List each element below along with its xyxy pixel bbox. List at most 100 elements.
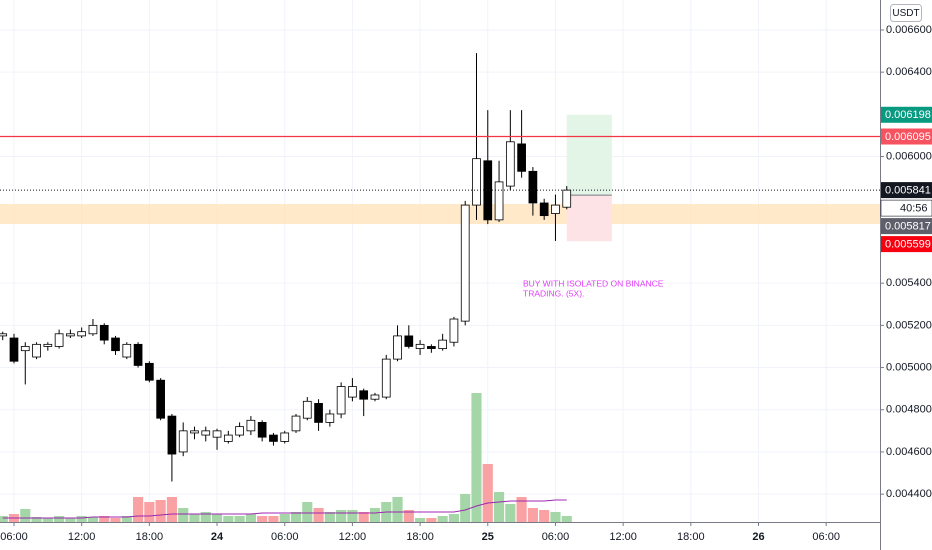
volume-bar xyxy=(426,518,437,522)
y-tick-label: 0.004600 xyxy=(886,446,932,458)
volume-bar xyxy=(302,502,313,522)
volume-bar xyxy=(42,518,53,522)
candle-body xyxy=(370,394,380,400)
volume-bar xyxy=(268,516,279,522)
volume-bar xyxy=(403,510,414,522)
y-tick-label: 0.006600 xyxy=(886,24,932,36)
candle-body xyxy=(291,415,301,432)
x-tick-label: 18:00 xyxy=(136,531,164,543)
volume-bar xyxy=(189,514,200,522)
volume-bar xyxy=(415,518,426,522)
candle-body xyxy=(472,158,481,206)
annotation: TRADING. (5X). xyxy=(523,288,584,298)
volume-bar xyxy=(178,508,189,522)
candle-body xyxy=(336,386,346,415)
candle-body xyxy=(190,430,199,434)
price-badge xyxy=(881,182,932,199)
currency-button-label[interactable]: USDT xyxy=(892,8,919,19)
price-badge-label: 0.005841 xyxy=(885,185,931,197)
volume-bar xyxy=(482,464,493,522)
candle-body xyxy=(212,430,222,438)
x-tick-label: 06:00 xyxy=(0,531,28,543)
y-tick-label: 0.005000 xyxy=(886,361,932,373)
volume-bar xyxy=(358,512,369,522)
price-badge xyxy=(881,236,932,253)
candle-body xyxy=(562,189,572,208)
currency-button[interactable] xyxy=(890,4,922,22)
price-badge-label: 0.005817 xyxy=(885,221,931,233)
candle-body xyxy=(66,333,75,337)
candle-body xyxy=(246,419,256,432)
candle-body xyxy=(404,335,414,347)
price-badge xyxy=(881,128,932,145)
volume-bar xyxy=(211,514,223,522)
candle-body xyxy=(32,343,41,358)
x-tick-label: 18:00 xyxy=(406,531,434,543)
candle-body xyxy=(517,143,526,172)
volume-bar xyxy=(505,504,516,522)
candle-body xyxy=(280,432,290,442)
candle-body xyxy=(302,400,312,419)
candle-body xyxy=(88,324,98,335)
annotation: BUY WITH ISOLATED ON BINANCE xyxy=(523,278,664,288)
volume-bar xyxy=(290,512,302,522)
candle-body xyxy=(494,181,504,221)
volume-bar xyxy=(336,510,347,522)
volume-bar xyxy=(561,516,572,522)
volume-bar xyxy=(31,517,42,522)
volume-ma xyxy=(2,499,567,519)
candle-body xyxy=(348,386,357,398)
price-badge-label: 0.006095 xyxy=(885,131,931,143)
candle-body xyxy=(257,422,267,438)
volume-bar xyxy=(257,516,268,522)
price-badge-label: 0.005599 xyxy=(885,239,931,251)
x-tick-label: 06:00 xyxy=(812,531,840,543)
candle-body xyxy=(438,339,447,349)
volume-bar xyxy=(448,514,460,522)
candle-body xyxy=(156,379,165,419)
candle-body xyxy=(314,403,323,423)
countdown-label: 40:56 xyxy=(900,203,928,215)
candle-body xyxy=(111,337,120,352)
candle-body xyxy=(539,202,549,217)
volume-bar xyxy=(121,516,132,522)
volume-bar xyxy=(516,497,527,522)
volume-bar xyxy=(0,516,8,522)
volume-bar xyxy=(223,516,234,522)
candle-body xyxy=(415,343,425,349)
candle-body xyxy=(381,358,391,398)
candle-body xyxy=(122,343,132,358)
volume-bar xyxy=(20,509,31,522)
x-tick-label: 25 xyxy=(482,531,494,543)
y-tick-label: 0.005200 xyxy=(886,319,932,331)
volume-bar xyxy=(155,500,166,522)
volume-bar xyxy=(313,508,324,522)
volume-bar xyxy=(54,516,65,522)
candle-body xyxy=(145,362,154,381)
volume-bar xyxy=(493,492,505,522)
volume-bar xyxy=(132,497,144,522)
volume-bar xyxy=(460,494,471,522)
x-tick-label: 06:00 xyxy=(271,531,299,543)
candle-body xyxy=(223,434,233,442)
x-tick-label: 12:00 xyxy=(68,531,96,543)
volume-bar xyxy=(279,514,290,522)
candle-body xyxy=(483,160,493,221)
volume-bar xyxy=(99,516,110,522)
volume-bar xyxy=(87,517,99,522)
candle-body xyxy=(9,337,19,362)
candle-body xyxy=(201,430,211,436)
candle-body xyxy=(325,413,335,423)
candle-body xyxy=(269,434,278,442)
y-tick-label: 0.004800 xyxy=(886,404,932,416)
volume-bar xyxy=(166,497,177,522)
candle-body xyxy=(528,170,538,204)
price-badge xyxy=(881,218,932,235)
x-tick-label: 12:00 xyxy=(339,531,367,543)
y-tick-label: 0.006000 xyxy=(886,150,932,162)
candle-body xyxy=(449,318,459,343)
zone xyxy=(0,204,880,225)
y-tick-label: 0.004400 xyxy=(886,488,932,500)
volume-bar xyxy=(76,516,87,522)
volume-bar xyxy=(234,516,245,522)
